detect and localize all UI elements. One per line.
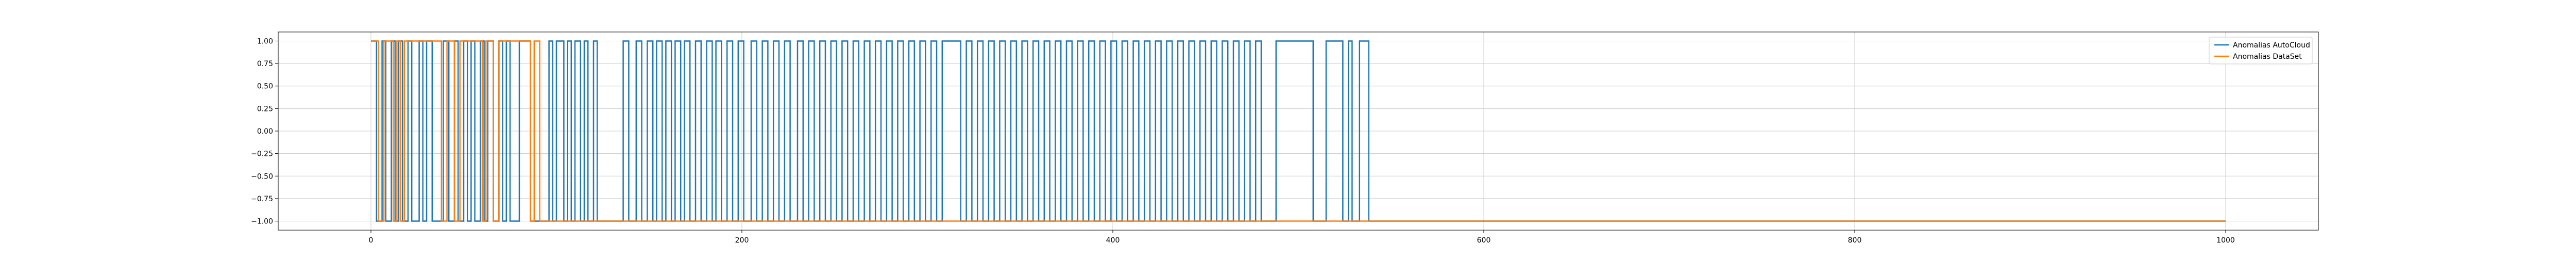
legend-label: Anomalias DataSet	[2233, 53, 2302, 61]
y-axis: −1.00 −0.75 −0.50 −0.25 0.00 0.25 0.50 0.75 1.00	[251, 37, 278, 226]
legend-box	[2209, 37, 2313, 64]
y-tick-label: 0.50	[257, 83, 273, 91]
y-tick-label: 0.00	[257, 127, 273, 136]
x-tick-label: 600	[1477, 236, 1491, 245]
x-tick-label: 400	[1106, 236, 1120, 245]
y-tick-label: 1.00	[257, 37, 273, 45]
y-tick-label: −0.75	[251, 195, 273, 203]
x-tick-label: 1000	[2216, 236, 2235, 245]
legend: Anomalias AutoCloud Anomalias DataSet	[2209, 37, 2313, 64]
series-line-anomalias-dataset	[371, 40, 2226, 222]
y-tick-label: −1.00	[251, 218, 273, 226]
x-axis: 0 200 400 600 800 1000	[369, 230, 2235, 245]
series-line-anomalias-autocloud	[371, 40, 2226, 222]
y-tick-label: −0.50	[251, 172, 273, 181]
x-tick-label: 0	[369, 236, 374, 245]
series-layer	[371, 40, 2226, 222]
y-tick-label: −0.25	[251, 150, 273, 158]
legend-label: Anomalias AutoCloud	[2233, 41, 2310, 50]
y-tick-label: 0.75	[257, 60, 273, 68]
x-tick-label: 800	[1848, 236, 1862, 245]
y-tick-label: 0.25	[257, 105, 273, 113]
x-tick-label: 200	[735, 236, 749, 245]
